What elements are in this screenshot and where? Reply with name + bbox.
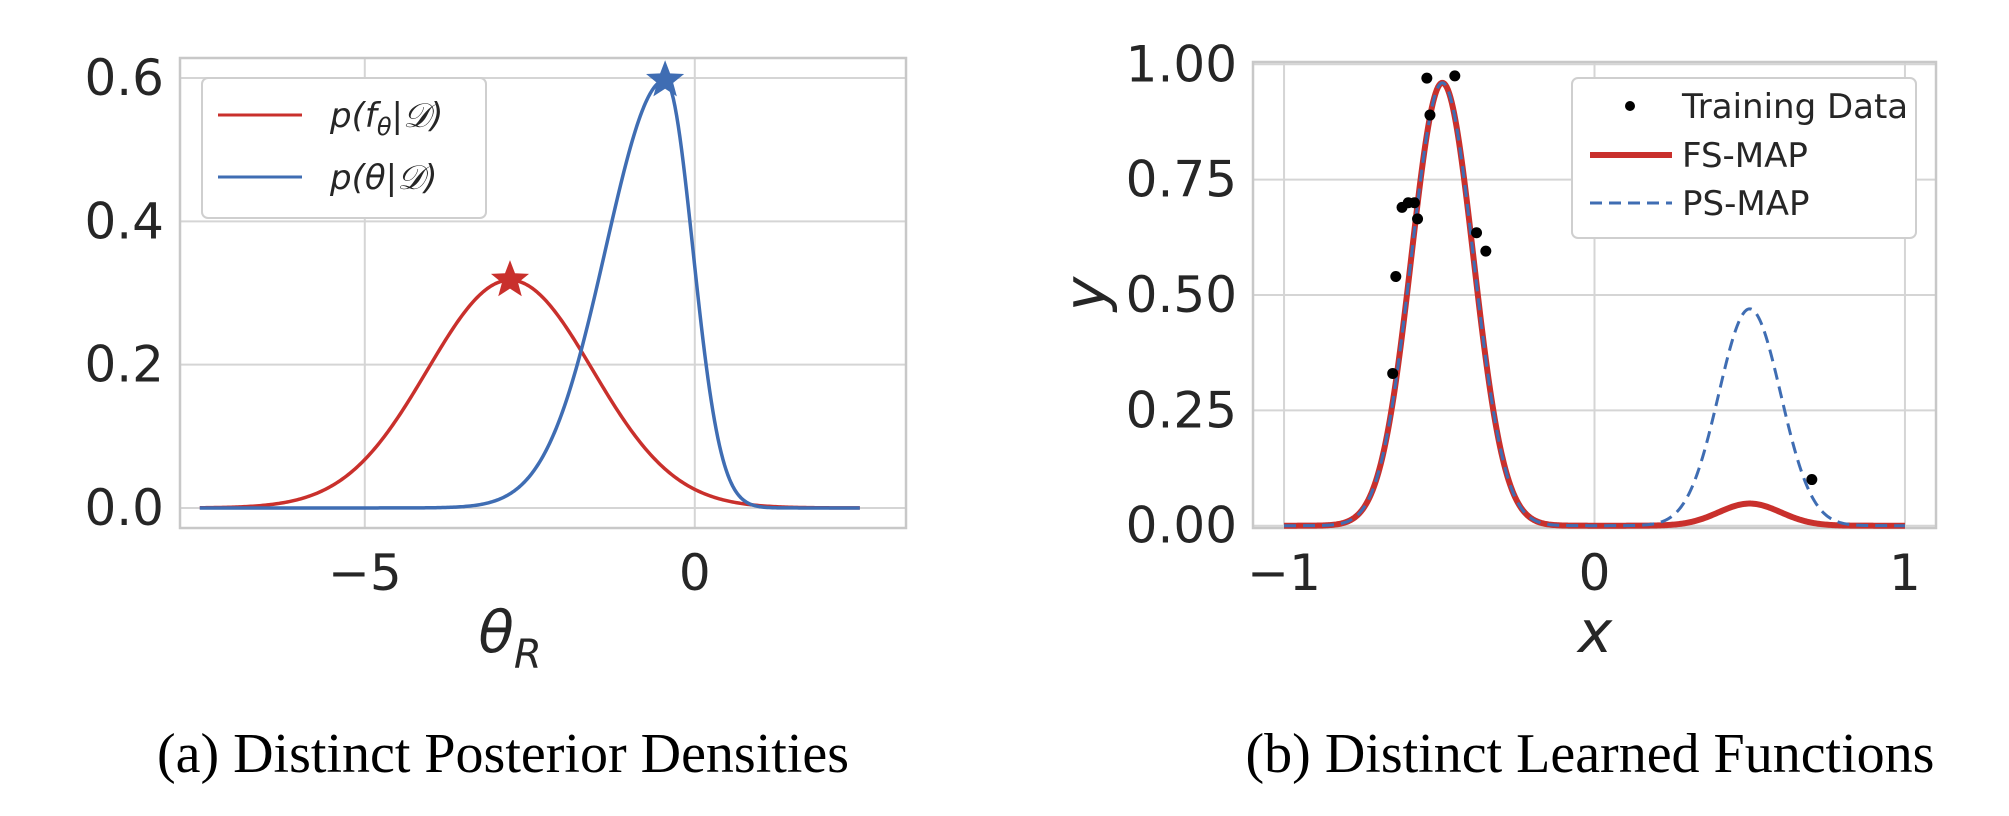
panel-a-x-tick-label: 0 — [679, 544, 711, 602]
panel-b-legend: Training Data FS-MAP PS-MAP — [1571, 77, 1917, 239]
legend-label-p-theta: p(θ|𝒟) — [329, 158, 438, 198]
panel-b-y-tick-label: 1.00 — [1126, 35, 1237, 93]
training-data-point — [1408, 197, 1420, 209]
panel-b-curve-ps-map — [1283, 81, 1906, 528]
panel-a-y-tick-label: 0.2 — [84, 336, 164, 394]
panel-a-x-tick-label: −5 — [328, 544, 402, 602]
panel-b-y-tick-labels: 0.00 0.25 0.50 0.75 1.00 — [1126, 35, 1237, 554]
panel-b-caption: (b) Distinct Learned Functions — [1246, 723, 1935, 785]
training-data-point — [1412, 213, 1424, 225]
legend-marker-training-data — [1625, 101, 1635, 111]
legend-label-p-f-theta: p(fθ|𝒟) — [329, 96, 443, 141]
panel-b-x-tick-labels: −1 0 1 — [1247, 544, 1921, 602]
panel-a-legend-box — [201, 77, 487, 219]
panel-b-y-axis-label: y — [1051, 276, 1119, 313]
legend-label-fs-map: FS-MAP — [1682, 136, 1808, 176]
training-data-point — [1387, 367, 1399, 379]
panel-b-series — [1282, 79, 1907, 529]
legend-label-ps-map: PS-MAP — [1682, 184, 1809, 224]
panel-a-y-tick-label: 0.0 — [84, 479, 164, 537]
training-data-point — [1480, 245, 1492, 257]
panel-a-series — [199, 60, 860, 510]
panel-a-x-axis-label: θR — [478, 598, 541, 678]
panel-a-y-tick-label: 0.4 — [84, 192, 164, 250]
panel-b-x-tick-label: 0 — [1579, 544, 1611, 602]
panel-b-x-tick-label: −1 — [1247, 544, 1321, 602]
training-data-point — [1390, 271, 1402, 283]
training-data-point — [1421, 72, 1433, 84]
training-data-point — [1449, 70, 1461, 82]
panel-a-posterior-densities: 0.0 0.2 0.4 0.6 −5 0 θR p(fθ|𝒟) p(θ|𝒟) (a) D… — [84, 49, 908, 785]
panel-b-y-tick-label: 0.25 — [1126, 381, 1237, 439]
panel-a-caption: (a) Distinct Posterior Densities — [157, 723, 849, 785]
panel-a-y-tick-label: 0.6 — [84, 49, 164, 107]
panel-a-y-tick-labels: 0.0 0.2 0.4 0.6 — [84, 49, 164, 537]
panel-a-x-tick-labels: −5 0 — [328, 544, 711, 602]
panel-b-y-tick-label: 0.50 — [1126, 266, 1237, 324]
panel-a-curve-1 — [199, 78, 860, 510]
panel-b-x-axis-label: x — [1576, 598, 1613, 666]
training-data-point — [1424, 109, 1436, 121]
panel-a-peak-star-0 — [490, 260, 530, 297]
panel-b-y-tick-label: 0.00 — [1126, 497, 1237, 555]
panel-b-y-tick-label: 0.75 — [1126, 151, 1237, 209]
panel-b-training-points — [1387, 70, 1818, 486]
panel-a-peak-star-1 — [646, 60, 685, 97]
panel-b-legend-box — [1571, 77, 1917, 239]
panel-b-learned-functions: 0.00 0.25 0.50 0.75 1.00 −1 0 1 x y Training D… — [1051, 35, 1938, 785]
panel-a-legend: p(fθ|𝒟) p(θ|𝒟) — [201, 77, 487, 219]
legend-label-training-data: Training Data — [1681, 87, 1908, 127]
panel-b-x-tick-label: 1 — [1889, 544, 1921, 602]
panel-a-plot-frame — [178, 56, 908, 530]
training-data-point — [1806, 474, 1818, 486]
training-data-point — [1471, 227, 1483, 239]
